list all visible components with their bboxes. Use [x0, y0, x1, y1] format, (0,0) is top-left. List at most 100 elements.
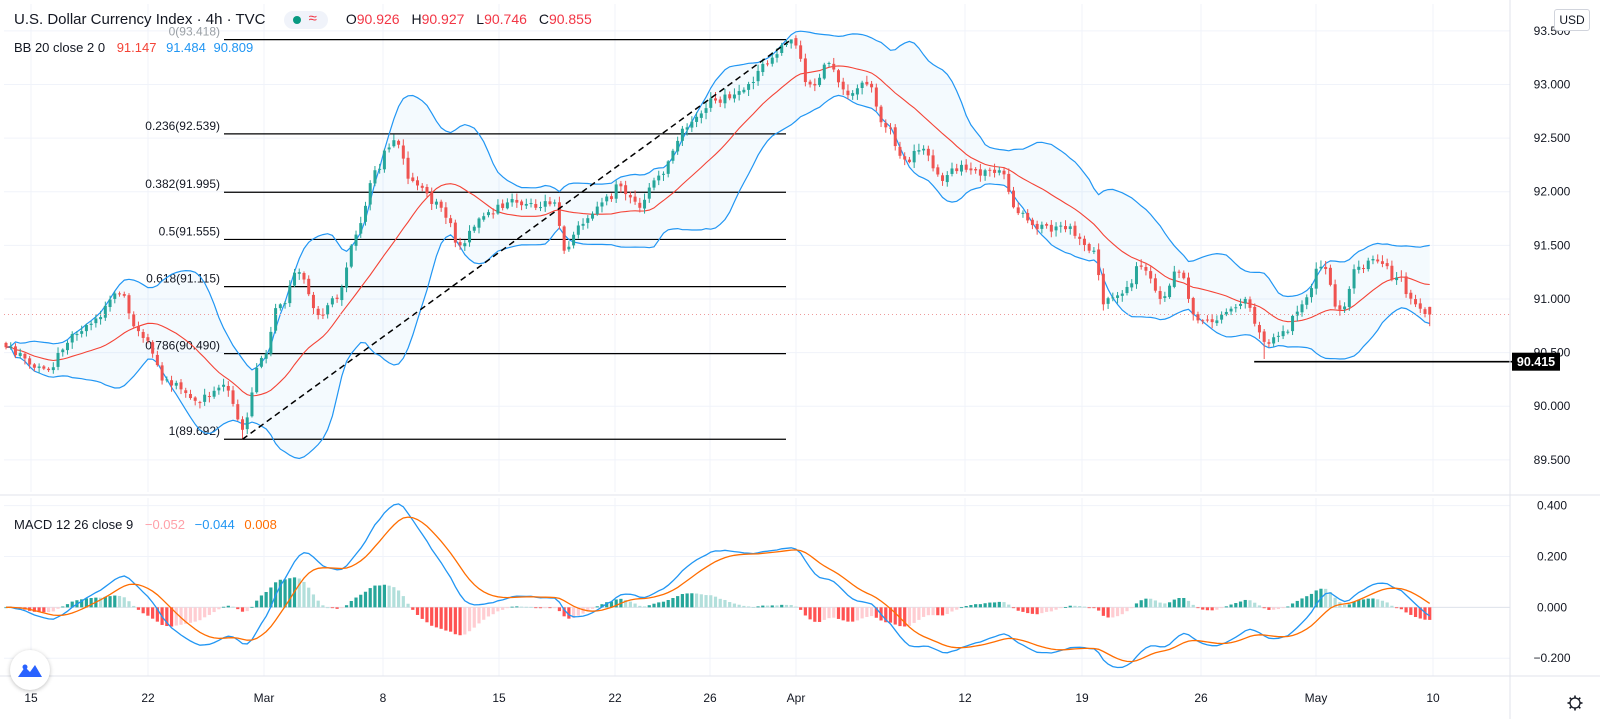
candle: [884, 119, 888, 133]
candle-body: [903, 156, 907, 160]
candle: [439, 199, 443, 212]
macd-histogram-bar: [1130, 607, 1134, 609]
macd-histogram-bar: [378, 585, 382, 608]
macd-histogram-bar: [997, 601, 1001, 608]
macd-histogram-bar: [1182, 597, 1186, 608]
candle: [1286, 329, 1290, 335]
candle-body: [614, 184, 618, 199]
bb-legend[interactable]: BB 20 close 2 0 91.147 91.484 90.809: [14, 40, 253, 55]
candle-body: [1385, 263, 1389, 267]
candle: [704, 102, 708, 120]
macd-histogram-bar: [1286, 606, 1290, 608]
candle-body: [56, 352, 60, 367]
candle: [326, 302, 330, 319]
candle: [1139, 259, 1143, 270]
macd-histogram-bar: [99, 597, 103, 608]
candle-body: [434, 201, 438, 205]
candle: [1333, 279, 1337, 309]
candle: [501, 199, 505, 211]
candle: [1220, 311, 1224, 324]
candle: [1380, 255, 1384, 268]
candle: [193, 396, 197, 406]
macd-histogram-bar: [1243, 599, 1247, 608]
candle: [543, 194, 547, 212]
candle-body: [217, 387, 221, 391]
candle-body: [1362, 268, 1366, 270]
candle: [600, 197, 604, 213]
macd-histogram-bar: [1111, 607, 1115, 618]
candle-body: [860, 82, 864, 88]
candle-body: [236, 404, 240, 420]
macd-histogram-bar: [335, 607, 339, 609]
macd-histogram-bar: [732, 603, 737, 608]
macd-histogram-bar: [122, 597, 126, 608]
time-axis-label: 10: [1426, 691, 1440, 705]
candle-body: [1380, 261, 1384, 264]
candle: [1385, 258, 1389, 270]
logo-mark: [18, 664, 42, 677]
macd-histogram-bar: [737, 604, 741, 608]
candle-body: [1366, 260, 1370, 270]
macd-histogram-bar: [188, 607, 193, 623]
candle-body: [1002, 170, 1006, 175]
market-status-pill[interactable]: ≈: [283, 10, 328, 30]
macd-histogram-bar: [822, 607, 826, 620]
candle: [1125, 280, 1129, 296]
currency-button[interactable]: USD: [1554, 9, 1590, 31]
candle: [406, 151, 410, 185]
candle: [1059, 221, 1063, 233]
candle-body: [1101, 273, 1105, 305]
candle: [685, 123, 689, 136]
candle: [1087, 242, 1091, 254]
candle: [813, 78, 817, 92]
macd-histogram-bar: [572, 607, 576, 618]
candle-body: [1314, 268, 1318, 289]
macd-histogram-bar: [382, 584, 386, 608]
macd-histogram-bar: [406, 603, 410, 608]
fibonacci-retracement[interactable]: 0(93.418) 0.236(92.539) 0.382(91.995) 0.5(9…: [145, 25, 786, 440]
gear-tooth: [1577, 705, 1581, 709]
candle-body: [595, 206, 599, 215]
candle: [1347, 286, 1351, 311]
candle-body: [1030, 219, 1034, 226]
candle-body: [893, 127, 897, 147]
macd-histogram-bar: [65, 604, 70, 608]
candle: [278, 303, 282, 311]
symbol-name[interactable]: U.S. Dollar Currency Index: [14, 11, 193, 28]
candle: [84, 323, 88, 337]
candle-body: [1390, 265, 1394, 280]
candle-body: [1087, 244, 1091, 251]
candle: [1305, 294, 1309, 310]
macd-histogram-bar: [567, 607, 571, 619]
candle-body: [685, 127, 689, 130]
candle: [416, 176, 420, 191]
macd-histogram-bar: [784, 604, 789, 608]
candle: [1357, 260, 1361, 274]
bollinger-fill: [6, 31, 1430, 459]
candle-body: [330, 298, 334, 305]
macd-histogram-bar: [685, 593, 689, 608]
macd-histogram-bar: [638, 605, 642, 608]
candle: [1371, 255, 1375, 265]
drawing-overlay[interactable]: [4, 39, 1512, 440]
interval-label[interactable]: 4h: [205, 11, 223, 28]
candle-body: [146, 337, 150, 341]
tradingview-logo-icon[interactable]: [10, 650, 50, 690]
candle-body: [1414, 299, 1418, 305]
macd-histogram-bar: [1347, 604, 1351, 608]
candle-body: [13, 346, 17, 356]
macd-histogram-bar: [983, 603, 987, 608]
gear-icon[interactable]: [1567, 695, 1583, 711]
candle-body: [699, 113, 703, 118]
macd-histogram-bar: [690, 593, 694, 608]
macd-histogram-bar: [931, 607, 935, 616]
candle-body: [865, 81, 869, 85]
macd-histogram-bar: [193, 607, 197, 622]
macd-histogram-bar: [307, 587, 311, 608]
macd-histogram-bar: [354, 597, 358, 608]
macd-histogram-bar: [146, 607, 150, 616]
macd-legend[interactable]: MACD 12 26 close 9 −0.052 −0.044 0.008: [14, 517, 277, 532]
candle: [761, 58, 765, 76]
candle: [907, 156, 911, 164]
